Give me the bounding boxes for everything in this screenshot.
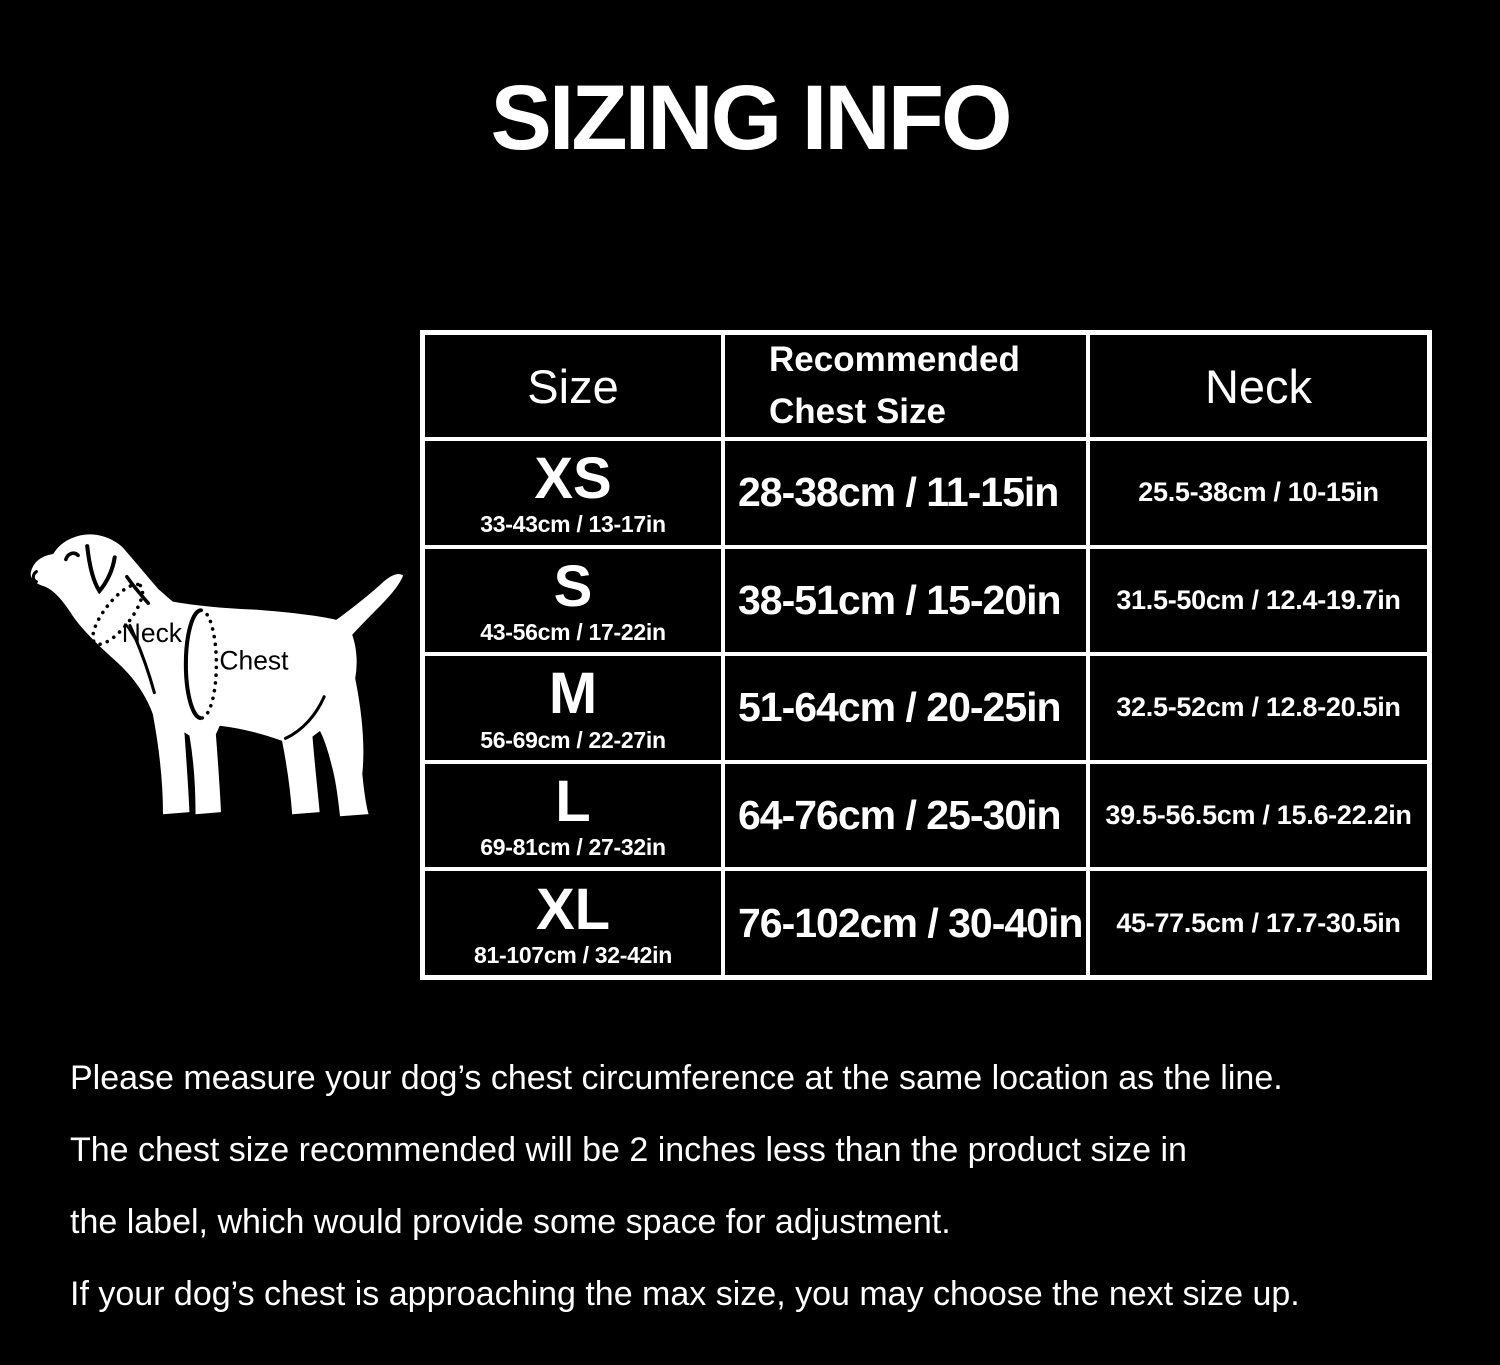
neck-cell-xs: 25.5-38cm / 10-15in <box>1090 441 1427 545</box>
size-range: 33-43cm / 13-17in <box>480 511 666 538</box>
size-value: XS <box>534 446 612 512</box>
size-value: XL <box>535 876 611 942</box>
size-cell-xl: XL 81-107cm / 32-42in <box>425 871 721 975</box>
size-cell-m: M 56-69cm / 22-27in <box>425 656 721 760</box>
neck-label: Neck <box>122 618 183 648</box>
chest-measure-dotted-line <box>199 608 219 720</box>
note-line-2: The chest size recommended will be 2 inc… <box>70 1131 1187 1169</box>
size-cell-s: S 43-56cm / 17-22in <box>425 548 721 653</box>
dog-measurement-diagram: Neck Chest <box>28 534 420 834</box>
measurement-notes: Please measure your dog’s chest circumfe… <box>70 1042 1480 1330</box>
neck-cell-xl: 45-77.5cm / 17.7-30.5in <box>1090 871 1427 975</box>
size-value: L <box>555 769 591 835</box>
chest-cell-xl: 76-102cm / 30-40in <box>725 871 1086 975</box>
chest-label: Chest <box>219 645 289 675</box>
header-chest: Recommended Chest Size <box>725 335 1086 437</box>
chest-cell-l: 64-76cm / 25-30in <box>725 763 1086 868</box>
chest-measure-solid-line <box>183 608 202 721</box>
shoulder-line <box>128 624 156 695</box>
size-range: 56-69cm / 22-27in <box>480 726 666 753</box>
size-range: 81-107cm / 32-42in <box>474 941 672 968</box>
note-line-1: Please measure your dog’s chest circumfe… <box>70 1059 1283 1097</box>
dog-nose-line <box>31 570 38 584</box>
size-value: M <box>548 661 598 727</box>
chest-cell-xs: 28-38cm / 11-15in <box>725 441 1086 545</box>
size-chart-table: Size Recommended Chest Size Neck XS 33-4… <box>420 330 1432 980</box>
page-title: SIZING INFO <box>490 67 1013 169</box>
size-value: S <box>553 553 593 619</box>
neck-cell-l: 39.5-56.5cm / 15.6-22.2in <box>1090 763 1427 868</box>
neck-measure-solid-line <box>125 574 151 605</box>
header-chest-text: Recommended Chest Size <box>769 339 1020 432</box>
dog-ear-line <box>85 544 117 595</box>
header-neck: Neck <box>1090 335 1427 437</box>
hind-leg-line <box>283 695 326 740</box>
size-range: 43-56cm / 17-22in <box>480 618 666 645</box>
neck-measure-dotted-line <box>91 582 145 647</box>
note-line-4: If your dog’s chest is approaching the m… <box>70 1275 1300 1313</box>
note-line-3: the label, which would provide some spac… <box>70 1203 951 1241</box>
size-cell-xs: XS 33-43cm / 13-17in <box>425 441 721 545</box>
dog-silhouette-icon: Neck Chest <box>30 534 404 817</box>
chest-cell-s: 38-51cm / 15-20in <box>725 548 1086 653</box>
size-cell-l: L 69-81cm / 27-32in <box>425 763 721 868</box>
neck-cell-s: 31.5-50cm / 12.4-19.7in <box>1090 548 1427 653</box>
header-size: Size <box>425 335 721 437</box>
chest-cell-m: 51-64cm / 20-25in <box>725 656 1086 760</box>
size-range: 69-81cm / 27-32in <box>480 834 666 861</box>
neck-cell-m: 32.5-52cm / 12.8-20.5in <box>1090 656 1427 760</box>
dog-eye-line <box>64 551 80 562</box>
